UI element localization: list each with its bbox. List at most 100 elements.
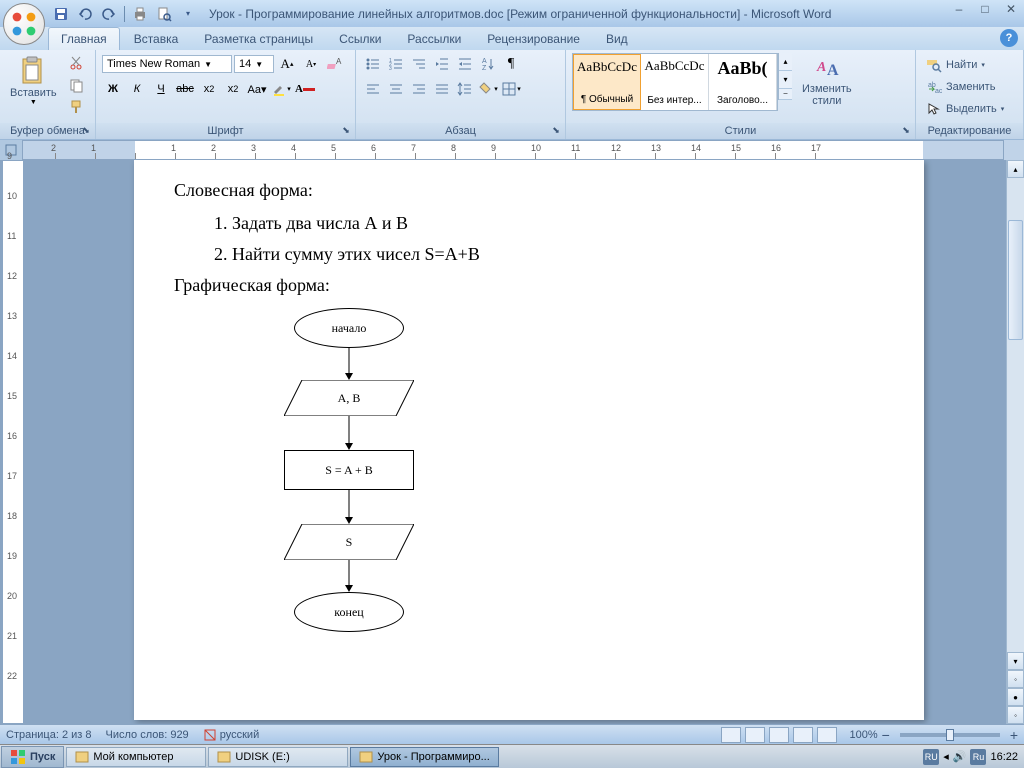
strike-icon[interactable]: abc xyxy=(174,78,196,100)
vertical-ruler[interactable]: 910111213141516171819202122 xyxy=(2,160,24,724)
next-page-icon[interactable]: ◦ xyxy=(1007,706,1024,724)
paste-button[interactable]: Вставить ▼ xyxy=(6,53,61,108)
status-lang[interactable]: русский xyxy=(203,728,260,742)
clock[interactable]: 16:22 xyxy=(990,751,1018,763)
grow-font-icon[interactable]: A▴ xyxy=(276,53,298,75)
tab-1[interactable]: Вставка xyxy=(122,28,191,50)
replace-button[interactable]: abacЗаменить xyxy=(922,77,1008,97)
shrink-font-icon[interactable]: A▾ xyxy=(300,53,322,75)
undo-icon[interactable] xyxy=(74,3,96,25)
prev-page-icon[interactable]: ◦ xyxy=(1007,670,1024,688)
font-color-icon[interactable]: A xyxy=(294,78,316,100)
clipboard-launcher-icon[interactable]: ⬊ xyxy=(79,123,93,137)
view-outline-icon[interactable] xyxy=(793,727,813,743)
view-reading-icon[interactable] xyxy=(745,727,765,743)
start-button[interactable]: Пуск xyxy=(1,746,64,768)
view-draft-icon[interactable] xyxy=(817,727,837,743)
format-painter-icon[interactable] xyxy=(65,97,87,117)
tab-0[interactable]: Главная xyxy=(48,27,120,50)
tray-icon-1[interactable]: ◂ xyxy=(943,750,949,763)
status-page[interactable]: Страница: 2 из 8 xyxy=(6,729,92,741)
highlight-icon[interactable]: ▾ xyxy=(270,78,292,100)
font-size-combo[interactable]: 14▼ xyxy=(234,55,274,73)
tab-4[interactable]: Рассылки xyxy=(395,28,473,50)
taskbar-item-2[interactable]: Урок - Программиро... xyxy=(350,747,498,767)
zoom-slider[interactable] xyxy=(900,733,1000,737)
doc-item2: 2. Найти сумму этих чисел S=A+B xyxy=(214,244,884,265)
browse-object-icon[interactable]: ● xyxy=(1007,688,1024,706)
zoom-in-icon[interactable]: + xyxy=(1010,727,1018,743)
styles-gallery: AaBbCcDc¶ ОбычныйAaBbCcDcБез интер...AaB… xyxy=(572,53,778,111)
justify-icon[interactable] xyxy=(431,78,453,100)
scroll-up-icon[interactable]: ▴ xyxy=(1007,160,1024,178)
line-spacing-icon[interactable] xyxy=(454,78,476,100)
tab-6[interactable]: Вид xyxy=(594,28,640,50)
font-name-combo[interactable]: Times New Roman▼ xyxy=(102,55,232,73)
restore-button[interactable]: □ xyxy=(972,0,998,17)
style-item-2[interactable]: AaBb(Заголово... xyxy=(709,54,777,110)
status-words[interactable]: Число слов: 929 xyxy=(106,729,189,741)
view-web-icon[interactable] xyxy=(769,727,789,743)
horizontal-ruler[interactable]: 3211234567891011121314151617 xyxy=(22,140,1004,160)
styles-launcher-icon[interactable]: ⬊ xyxy=(899,123,913,137)
taskbar-item-1[interactable]: UDISK (E:) xyxy=(208,747,348,767)
tab-3[interactable]: Ссылки xyxy=(327,28,393,50)
paragraph-launcher-icon[interactable]: ⬊ xyxy=(549,123,563,137)
indent-decrease-icon[interactable] xyxy=(431,53,453,75)
vertical-scrollbar[interactable]: ▴ ▾ ◦ ● ◦ xyxy=(1006,160,1024,724)
tab-5[interactable]: Рецензирование xyxy=(475,28,592,50)
multilevel-icon[interactable] xyxy=(408,53,430,75)
copy-icon[interactable] xyxy=(65,75,87,95)
style-item-0[interactable]: AaBbCcDc¶ Обычный xyxy=(573,54,641,110)
align-center-icon[interactable] xyxy=(385,78,407,100)
superscript-icon[interactable]: x2 xyxy=(222,78,244,100)
preview-icon[interactable] xyxy=(153,3,175,25)
taskbar: Пуск Мой компьютерUDISK (E:)Урок - Прогр… xyxy=(0,744,1024,768)
bullets-icon[interactable] xyxy=(362,53,384,75)
change-styles-button[interactable]: AA Изменить стили xyxy=(796,53,858,109)
scroll-down-icon[interactable]: ▾ xyxy=(1007,652,1024,670)
sort-icon[interactable]: AZ xyxy=(477,53,499,75)
styles-down-icon[interactable]: ▾ xyxy=(779,71,792,89)
align-right-icon[interactable] xyxy=(408,78,430,100)
help-button[interactable]: ? xyxy=(1000,29,1018,47)
borders-icon[interactable]: ▾ xyxy=(500,78,522,100)
indent-increase-icon[interactable] xyxy=(454,53,476,75)
change-case-icon[interactable]: Aa▾ xyxy=(246,78,268,100)
office-button[interactable] xyxy=(3,3,45,45)
bold-button[interactable]: Ж xyxy=(102,78,124,100)
tab-2[interactable]: Разметка страницы xyxy=(192,28,325,50)
clear-format-icon[interactable]: A xyxy=(324,53,346,75)
zoom-out-icon[interactable]: − xyxy=(882,727,890,743)
font-launcher-icon[interactable]: ⬊ xyxy=(339,123,353,137)
style-item-1[interactable]: AaBbCcDcБез интер... xyxy=(641,54,709,110)
scroll-thumb[interactable] xyxy=(1008,220,1023,340)
tray-icon-2[interactable]: 🔊 xyxy=(953,750,967,763)
save-icon[interactable] xyxy=(50,3,72,25)
cut-icon[interactable] xyxy=(65,53,87,73)
view-print-icon[interactable] xyxy=(721,727,741,743)
print-icon[interactable] xyxy=(129,3,151,25)
subscript-icon[interactable]: x2 xyxy=(198,78,220,100)
lang-indicator-2[interactable]: Ru xyxy=(970,749,986,765)
qat-more-icon[interactable]: ▾ xyxy=(177,3,199,25)
close-button[interactable]: ✕ xyxy=(998,0,1024,17)
styles-more-icon[interactable]: ⎯ xyxy=(779,89,792,100)
align-left-icon[interactable] xyxy=(362,78,384,100)
numbering-icon[interactable]: 123 xyxy=(385,53,407,75)
italic-button[interactable]: К xyxy=(126,78,148,100)
select-button[interactable]: Выделить▾ xyxy=(922,99,1008,119)
shading-icon[interactable]: ▾ xyxy=(477,78,499,100)
redo-icon[interactable] xyxy=(98,3,120,25)
zoom-label[interactable]: 100% xyxy=(849,729,877,741)
find-button[interactable]: Найти▾ xyxy=(922,55,1008,75)
svg-text:A: A xyxy=(336,57,342,66)
show-marks-icon[interactable]: ¶ xyxy=(500,53,522,75)
svg-text:3: 3 xyxy=(389,66,392,72)
minimize-button[interactable]: – xyxy=(946,0,972,17)
document-scroll[interactable]: Словесная форма: 1. Задать два числа А и… xyxy=(24,160,1024,724)
underline-button[interactable]: Ч xyxy=(150,78,172,100)
taskbar-item-0[interactable]: Мой компьютер xyxy=(66,747,206,767)
lang-indicator-1[interactable]: RU xyxy=(923,749,939,765)
styles-up-icon[interactable]: ▴ xyxy=(779,53,792,71)
